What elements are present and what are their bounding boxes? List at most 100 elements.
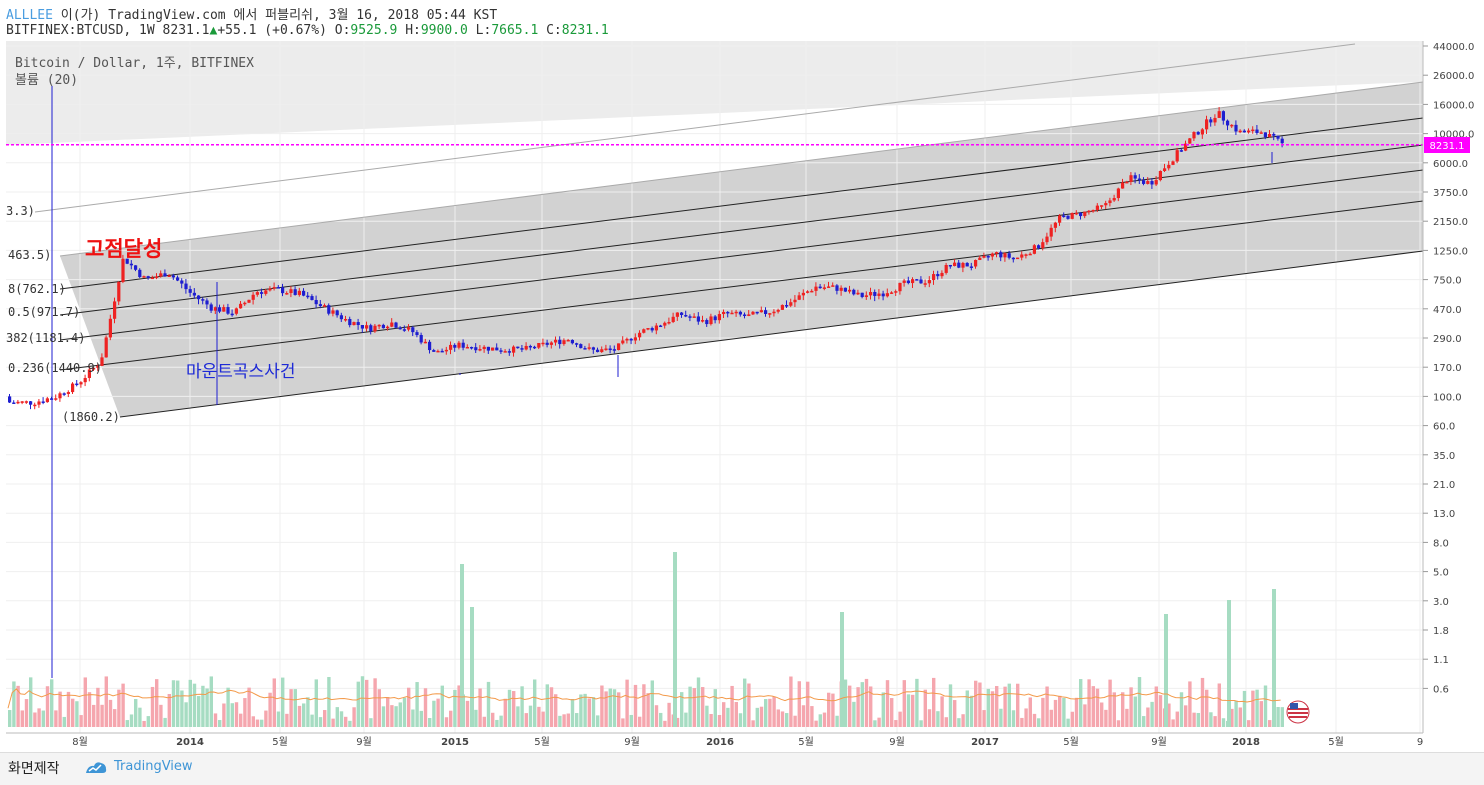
- volume-bar: [1066, 718, 1070, 727]
- candle-body: [545, 342, 549, 345]
- volume-bar: [751, 720, 755, 727]
- fib-line: [59, 169, 1424, 341]
- candle-body: [755, 311, 759, 314]
- candle-body: [1259, 132, 1263, 134]
- candle-body: [877, 293, 881, 296]
- volume-bar: [289, 689, 293, 727]
- volume-bar: [516, 706, 520, 727]
- candle-body: [394, 322, 398, 328]
- volume-bar: [142, 720, 146, 727]
- volume-bar: [1213, 716, 1217, 727]
- candle-body: [726, 311, 730, 314]
- candle-body: [1167, 164, 1171, 169]
- author-link[interactable]: ALLLEE: [6, 8, 53, 23]
- volume-bar: [184, 702, 188, 727]
- volume-bar: [37, 708, 41, 727]
- volume-bar: [171, 680, 176, 727]
- candle-body: [264, 290, 268, 294]
- volume-bar: [722, 702, 726, 727]
- volume-bar: [1037, 718, 1041, 727]
- y-axis-ticks: 44000.0 26000.0 16000.0 10000.0 6000.0 3750.0…: [1423, 42, 1474, 695]
- candle-body: [1112, 198, 1116, 201]
- volume-bar: [932, 677, 936, 727]
- volume-bar: [197, 696, 201, 727]
- mtgox-annotation: 마운트곡스사건: [186, 362, 295, 382]
- x-tick-label: 2018: [1232, 737, 1260, 748]
- volume-bar: [1276, 707, 1280, 727]
- volume-bar: [1154, 686, 1158, 727]
- fib-line: [119, 250, 1424, 418]
- volume-bar: [218, 720, 222, 727]
- y-tick-label: 44000.0: [1433, 42, 1474, 53]
- volume-bar: [1230, 708, 1234, 727]
- candle-body: [621, 340, 625, 344]
- volume-bar: [646, 693, 650, 727]
- volume-bar: [1280, 707, 1284, 727]
- volume-bar: [1247, 720, 1251, 727]
- volume-bar: [793, 715, 797, 727]
- candle-body: [180, 280, 184, 284]
- candle-body: [129, 263, 133, 266]
- candle-body: [1011, 257, 1015, 260]
- candle-body: [570, 339, 574, 344]
- candle-body: [953, 262, 957, 267]
- volume-bar: [134, 699, 138, 727]
- volume-bar: [243, 698, 247, 727]
- candle-body: [780, 305, 784, 310]
- high-value: 9900.0: [420, 23, 468, 38]
- volume-bar: [680, 692, 684, 727]
- candle-body: [948, 264, 952, 267]
- candle-body: [293, 289, 297, 295]
- candle-body: [83, 377, 87, 383]
- volume-bar: [398, 702, 402, 727]
- volume-bar: [226, 687, 230, 727]
- candle-body: [1184, 143, 1188, 151]
- volume-bar: [1074, 697, 1079, 727]
- volume-bar: [625, 679, 629, 727]
- chart-header-publish: ALLLEE 이(가) TradingView.com 에서 퍼블리쉬, 3월 …: [6, 4, 497, 23]
- volume-bar: [969, 695, 974, 727]
- fib-line: [34, 43, 1356, 213]
- candle-body: [839, 287, 843, 291]
- candle-body: [1087, 210, 1091, 213]
- candle-body: [923, 283, 927, 285]
- candle-body: [1129, 175, 1133, 182]
- volume-bar: [990, 691, 995, 727]
- candle-body: [986, 256, 990, 258]
- volume-bar: [1150, 701, 1154, 727]
- candle-body: [1200, 129, 1204, 135]
- candle-body: [104, 337, 108, 358]
- volume-bar: [575, 713, 579, 727]
- volume-bar: [62, 716, 66, 727]
- volume-bar: [45, 686, 50, 727]
- candle-body: [75, 383, 79, 386]
- snapshot-label[interactable]: 화면제작: [8, 761, 60, 777]
- x-tick-label: 5월: [272, 736, 288, 748]
- candle-body: [176, 277, 180, 281]
- volume-bar: [159, 704, 163, 727]
- candle-body: [205, 300, 209, 305]
- candle-body: [692, 316, 696, 318]
- fib-label: 382(1181.4): [6, 331, 85, 345]
- candle-body: [843, 287, 847, 292]
- candle-body: [251, 294, 255, 300]
- volume-bar: [743, 678, 747, 727]
- candle-body: [894, 291, 898, 293]
- candle-body: [1276, 135, 1280, 139]
- volume-bar: [1179, 692, 1184, 727]
- volume-bar: [209, 676, 213, 727]
- volume-bar: [239, 713, 243, 727]
- candle-body: [453, 344, 457, 348]
- tradingview-brand[interactable]: TradingView: [114, 759, 193, 774]
- volume-bar: [835, 715, 839, 727]
- candle-body: [927, 280, 931, 284]
- candle-body: [1066, 215, 1070, 219]
- candle-body: [491, 347, 495, 351]
- us-flag-icon[interactable]: [1286, 700, 1310, 724]
- volume-bar: [1171, 719, 1175, 727]
- volume-bar: [1053, 699, 1058, 727]
- candle-body: [230, 313, 234, 316]
- price-chart[interactable]: 44000.0 26000.0 16000.0 10000.0 6000.0 3750.0…: [0, 0, 1484, 752]
- volume-bar: [629, 714, 633, 727]
- y-tick-label: 1.8: [1433, 626, 1449, 637]
